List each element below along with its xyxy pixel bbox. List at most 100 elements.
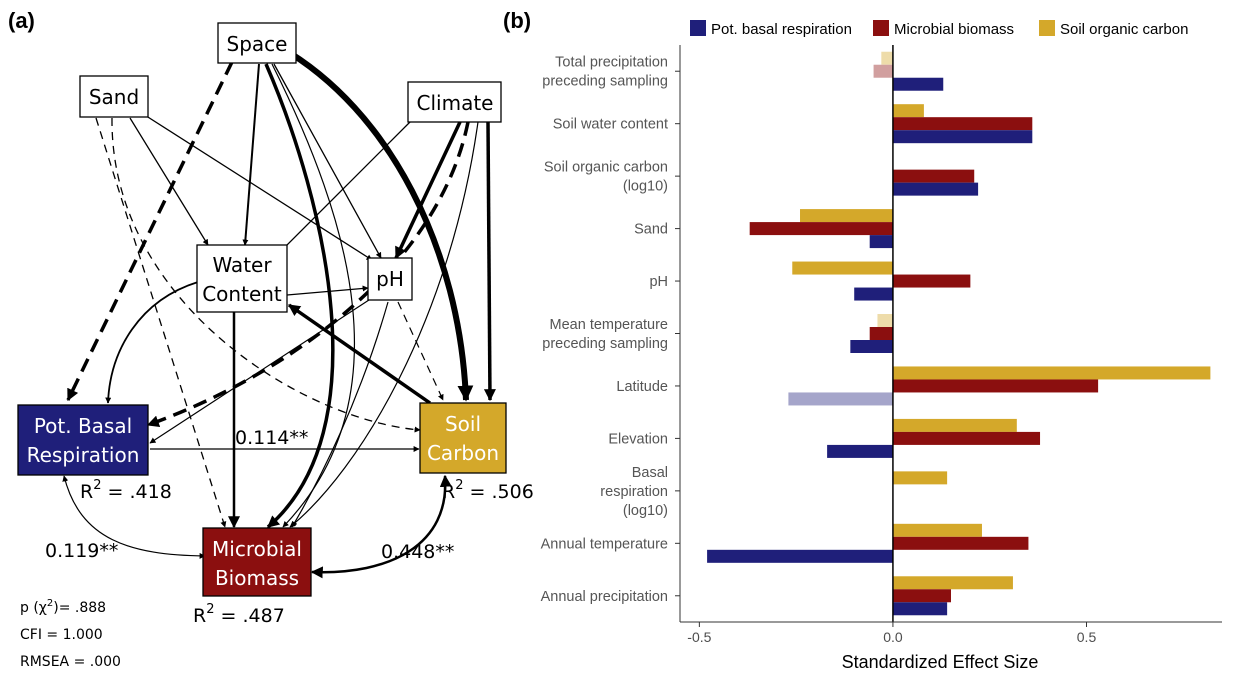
path-label-soil-mb: 0.448** [381, 541, 454, 563]
bar-pot-basal-respiration-3 [869, 235, 893, 249]
bar-soil-organic-carbon-7 [892, 418, 1017, 432]
edge-sand-ph [139, 111, 373, 261]
r2-soil: R2 = .506 [442, 478, 534, 503]
edge-climate-pbr [146, 121, 470, 427]
category-label: pH [649, 274, 668, 290]
bar-soil-organic-carbon-0 [881, 51, 893, 65]
edge-sand-mb [95, 117, 227, 528]
path-label-pbr-mb: 0.119** [45, 540, 118, 562]
bar-pot-basal-respiration-6 [788, 392, 893, 406]
node-space: Space [217, 22, 297, 64]
node-climate-label: Climate [417, 91, 494, 115]
bar-pot-basal-respiration-5 [850, 340, 893, 353]
bar-pot-basal-respiration-2 [892, 182, 979, 196]
x-tick-label: 0.0 [883, 629, 903, 645]
category-label: Soil organic carbon (log10) [544, 160, 668, 195]
category-label: Annual temperature [541, 536, 668, 552]
node-mb-label-2: Biomass [215, 566, 299, 590]
x-tick-label: -0.5 [687, 629, 711, 645]
legend-label: Pot. basal respiration [711, 21, 852, 38]
bar-soil-organic-carbon-8 [892, 471, 948, 485]
node-microbial-biomass: Microbial Biomass [202, 527, 312, 597]
edge-sand-soil [111, 117, 421, 433]
node-ph: pH [367, 257, 413, 301]
node-soil-carbon: Soil Carbon [419, 402, 507, 474]
node-pbr-label-2: Respiration [27, 443, 140, 467]
plot-area [707, 45, 1211, 622]
bar-microbial-biomass-0 [873, 64, 893, 78]
category-label: Annual precipitation [541, 589, 668, 605]
category-label: Elevation [608, 431, 668, 447]
edge-climate-water [269, 121, 411, 263]
corr-soil-mb [310, 474, 452, 579]
bar-soil-organic-carbon-5 [877, 314, 893, 327]
bar-soil-organic-carbon-10 [892, 576, 1013, 590]
bar-soil-organic-carbon-4 [792, 261, 893, 275]
category-label: Total precipitation preceding sampling [542, 55, 668, 90]
edge-space-mb [264, 63, 335, 529]
panel-a: (a) [8, 8, 534, 670]
edge-soil-water [288, 303, 431, 405]
bar-pot-basal-respiration-7 [827, 444, 893, 458]
path-label-pbr-soil: 0.114** [235, 427, 308, 449]
node-pbr-label-1: Pot. Basal [34, 414, 132, 438]
category-label: Latitude [616, 379, 668, 395]
node-pot-basal-respiration: Pot. Basal Respiration [17, 404, 149, 476]
edge-climate-soil [483, 121, 496, 402]
edge-space-ph [273, 63, 382, 259]
bar-microbial-biomass-6 [892, 379, 1099, 393]
node-water-label-1: Water [212, 253, 272, 277]
legend-label: Microbial biomass [894, 21, 1014, 38]
r2-mb: R2 = .487 [193, 602, 285, 627]
corr-pbr-mb [62, 475, 206, 559]
edge-space-pbr [66, 61, 234, 402]
panel-a-label: (a) [8, 8, 35, 33]
bar-soil-organic-carbon-1 [892, 104, 924, 118]
bar-soil-organic-carbon-6 [892, 366, 1211, 380]
bar-pot-basal-respiration-4 [854, 287, 893, 301]
bar-pot-basal-respiration-0 [892, 77, 944, 91]
panel-b: (b) Pot. basal respiration Microbial biom… [503, 8, 1222, 672]
panel-b-label: (b) [503, 8, 531, 33]
category-label: Sand [634, 222, 668, 238]
bar-soil-organic-carbon-9 [892, 523, 982, 537]
edge-space-soil [278, 44, 474, 402]
node-sand-label: Sand [89, 85, 139, 109]
node-water-content: Water Content [196, 244, 288, 313]
edge-ph-mb [291, 301, 389, 528]
node-soil-label-2: Carbon [427, 441, 499, 465]
edge-water-ph [286, 285, 369, 296]
node-soil-label-1: Soil [445, 412, 481, 436]
category-labels: Total precipitation preceding sampling Soi… [541, 55, 680, 605]
category-label: Soil water content [553, 117, 668, 133]
bar-soil-organic-carbon-3 [800, 209, 893, 223]
node-mb-label-1: Microbial [212, 537, 302, 561]
category-label: Mean temperature preceding sampling [542, 317, 668, 352]
bar-microbial-biomass-9 [892, 536, 1029, 550]
legend-swatch [690, 20, 706, 36]
bar-microbial-biomass-3 [749, 222, 893, 236]
edge-water-pbr [105, 281, 199, 404]
bar-microbial-biomass-7 [892, 431, 1041, 445]
fit-cfi: CFI = 1.000 [20, 627, 103, 643]
edge-climate-ph [394, 121, 462, 260]
legend-label: Soil organic carbon [1060, 21, 1188, 38]
category-label: Basal respiration (log10) [600, 465, 668, 519]
fit-rmsea: RMSEA = .000 [20, 654, 121, 670]
legend-swatch [873, 20, 889, 36]
bar-pot-basal-respiration-9 [707, 549, 893, 563]
bar-pot-basal-respiration-10 [892, 602, 948, 616]
bar-pot-basal-respiration-1 [892, 130, 1033, 144]
node-climate: Climate [407, 81, 502, 123]
bar-microbial-biomass-5 [869, 327, 893, 340]
x-axis-title: Standardized Effect Size [842, 652, 1039, 672]
fit-p-chi2: p (χ2)= .888 [20, 598, 106, 616]
sem-edges [62, 44, 496, 579]
r2-pbr: R2 = .418 [80, 478, 172, 503]
bar-microbial-biomass-2 [892, 169, 975, 183]
bar-microbial-biomass-10 [892, 589, 951, 603]
x-axis: -0.5 0.0 0.5 [679, 45, 1222, 645]
edge-space-water [242, 63, 260, 246]
node-sand: Sand [79, 75, 149, 118]
